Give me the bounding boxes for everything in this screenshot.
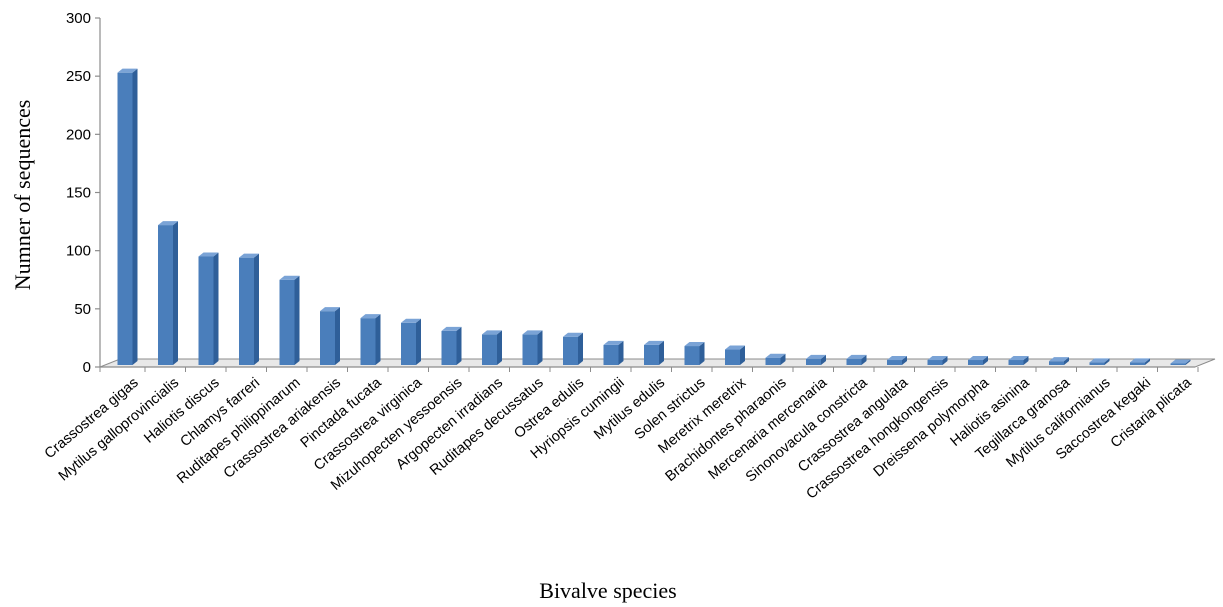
bar-front [563, 337, 578, 365]
bar [644, 341, 664, 365]
y-tick-label: 200 [66, 126, 91, 143]
bar-front [968, 360, 983, 365]
bar-side [619, 341, 624, 365]
bar [725, 346, 745, 365]
bar-front [1009, 360, 1024, 365]
bar-side [133, 69, 138, 365]
bar-front [361, 318, 376, 365]
bar-front [644, 345, 659, 365]
bar [401, 319, 421, 365]
bar [442, 327, 462, 365]
bar [604, 341, 624, 365]
y-tick-label: 50 [74, 301, 91, 318]
bar-front [806, 359, 821, 365]
bar-front [847, 359, 862, 365]
bar-front [928, 360, 943, 365]
bar [523, 330, 543, 365]
bar-front [604, 345, 619, 365]
y-axis-title: Numner of sequences [10, 100, 35, 291]
bar-side [376, 314, 381, 365]
bar-side [173, 221, 178, 365]
bar [766, 354, 786, 365]
bar-front [280, 280, 295, 365]
bar-side [416, 319, 421, 365]
y-tick-label: 100 [66, 243, 91, 260]
bar-front [320, 311, 335, 365]
bar [685, 342, 705, 365]
bar-front [1049, 361, 1064, 365]
y-tick-label: 250 [66, 68, 91, 85]
bar [563, 333, 583, 365]
y-axis: 0 50 100 150 200 250 300 [66, 10, 100, 376]
bar [158, 221, 178, 365]
bar-front [766, 358, 781, 365]
x-axis-title: Bivalve species [539, 578, 676, 603]
bar-side [538, 330, 543, 365]
bar-front [725, 350, 740, 365]
bar-side [214, 252, 219, 365]
bar-side [497, 330, 502, 365]
y-tick-label: 0 [83, 359, 91, 376]
bar [199, 252, 219, 365]
bar-side [700, 342, 705, 365]
bar-front [1130, 362, 1145, 365]
y-tick-label: 150 [66, 185, 91, 202]
bar [280, 276, 300, 365]
bar-side [578, 333, 583, 365]
bar-side [335, 307, 340, 365]
bar-front [401, 323, 416, 365]
bar [239, 254, 259, 365]
bar-side [659, 341, 664, 365]
bar [361, 314, 381, 365]
bars [118, 69, 1191, 365]
bar-front [118, 73, 133, 365]
bar-front [482, 334, 497, 365]
bar-front [239, 258, 254, 365]
bar-side [457, 327, 462, 365]
bar-side [295, 276, 300, 365]
bar-front [442, 331, 457, 365]
bar-front [199, 256, 214, 365]
bar-side [254, 254, 259, 365]
bar-front [523, 334, 538, 365]
bar-front [887, 360, 902, 365]
bar-front [1171, 364, 1186, 365]
bar-front [685, 346, 700, 365]
bar-front [1090, 362, 1105, 365]
bar [482, 330, 502, 365]
bar [118, 69, 138, 365]
bar-front [158, 225, 173, 365]
y-tick-label: 300 [66, 10, 91, 27]
bar [320, 307, 340, 365]
